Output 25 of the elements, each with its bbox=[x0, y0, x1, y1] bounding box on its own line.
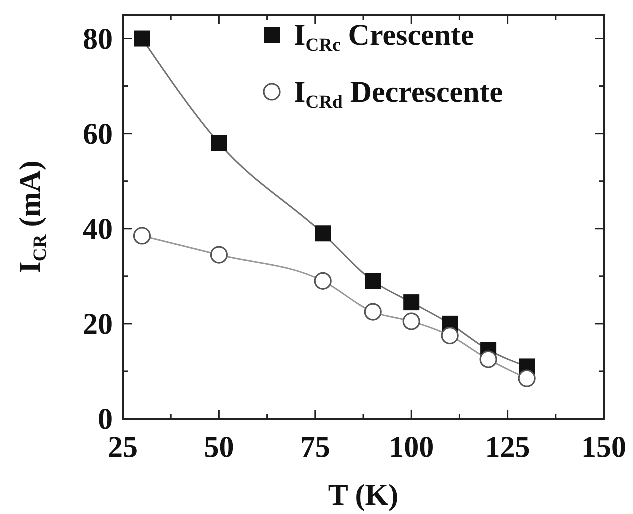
point bbox=[315, 226, 332, 242]
x-tick-label: 150 bbox=[582, 431, 626, 464]
x-axis-title: T (K) bbox=[328, 479, 399, 512]
point bbox=[365, 273, 382, 290]
legend-label: I$_{CRd}$ Decrescente bbox=[294, 76, 504, 113]
x-tick-label: 100 bbox=[389, 431, 434, 464]
point bbox=[314, 272, 332, 290]
y-tick-label: 40 bbox=[83, 212, 113, 246]
point bbox=[480, 350, 498, 368]
y-tick-label: 20 bbox=[83, 308, 113, 341]
x-tick-label: 125 bbox=[485, 431, 530, 464]
point bbox=[402, 312, 420, 330]
point bbox=[210, 246, 228, 264]
point bbox=[133, 227, 152, 245]
y-tick-label: 60 bbox=[83, 118, 113, 151]
point bbox=[364, 303, 382, 321]
x-tick-label: 50 bbox=[204, 431, 234, 464]
point bbox=[404, 294, 420, 311]
x-tick-label: 75 bbox=[300, 431, 330, 464]
point bbox=[134, 30, 150, 47]
point bbox=[518, 370, 536, 388]
y-tick-label: 80 bbox=[83, 22, 113, 56]
point bbox=[211, 135, 228, 152]
point bbox=[441, 327, 459, 345]
legend-label: I$_{CRc}$ Crescente bbox=[294, 19, 474, 56]
